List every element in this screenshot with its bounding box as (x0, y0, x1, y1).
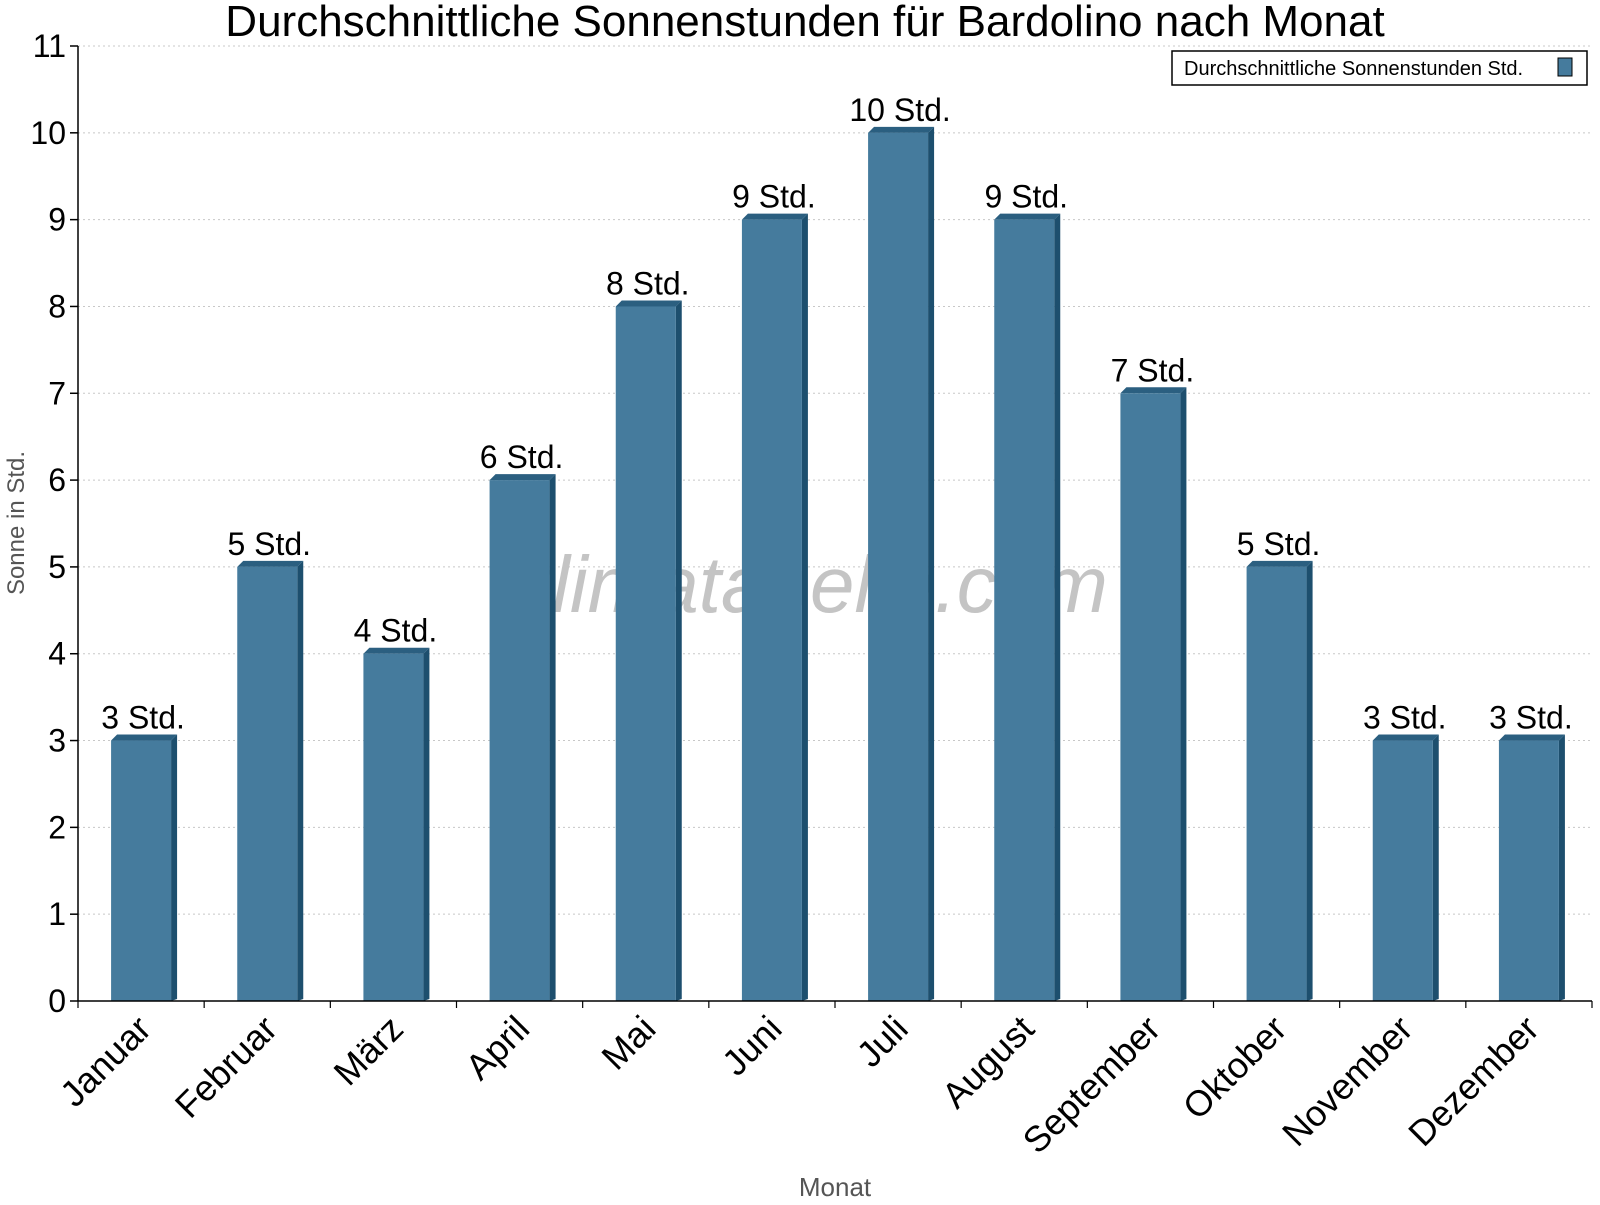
bar-top (237, 560, 304, 567)
x-tick-labels: Januar Februar März April Mai Juni Juli AugustS… (52, 1001, 1593, 1162)
bar-top (868, 126, 935, 133)
bar-dezember (1498, 734, 1565, 1001)
bar-side (1180, 387, 1187, 1002)
bar-top (1120, 387, 1187, 394)
y-axis-title: Sonne in Std. (3, 451, 30, 595)
bar (1498, 740, 1559, 1001)
y-tick-labels: 0 1 2 3 4 5 6 7 8 9 10 11 (30, 28, 78, 1019)
bar (489, 480, 550, 1001)
bar-side (423, 647, 430, 1001)
bar-september (1120, 387, 1187, 1002)
bar-side (1054, 213, 1061, 1002)
y-tick-label: 2 (48, 809, 66, 845)
bar-side (1432, 734, 1439, 1001)
y-tick-label: 10 (30, 115, 66, 151)
x-tick-label: Februar (167, 1008, 285, 1126)
bar-mai (615, 300, 682, 1001)
axes (77, 46, 1592, 1002)
bar-top (1498, 734, 1565, 741)
x-tick-label: Juli (849, 1008, 916, 1075)
bars (111, 126, 1565, 1002)
bar-top (111, 734, 178, 741)
legend: Durchschnittliche Sonnenstunden Std. (1171, 50, 1588, 86)
bar (741, 219, 802, 1002)
legend-swatch (1557, 57, 1573, 77)
data-label: 9 Std. (984, 179, 1068, 215)
x-tick-label: Oktober (1175, 1008, 1295, 1128)
data-label: 3 Std. (101, 700, 185, 736)
data-label: 6 Std. (480, 439, 564, 475)
data-label: 3 Std. (1489, 700, 1573, 736)
bar-januar (111, 734, 178, 1001)
legend-label: Durchschnittliche Sonnenstunden Std. (1184, 58, 1523, 80)
bar-top (1246, 560, 1313, 567)
data-label: 10 Std. (849, 92, 950, 128)
bar (363, 653, 424, 1001)
bar (1246, 566, 1307, 1001)
data-label: 5 Std. (227, 526, 311, 562)
x-tick-label: November (1274, 1008, 1420, 1154)
y-tick-label: 7 (48, 375, 66, 411)
x-tick-label: März (326, 1008, 412, 1094)
bar-oktober (1246, 560, 1313, 1001)
x-tick-label: September (1015, 1008, 1169, 1162)
bar (868, 132, 929, 1001)
bar-side (801, 213, 808, 1002)
y-tick-label: 5 (48, 549, 66, 585)
legend-box (1171, 50, 1588, 86)
x-tick-label: April (457, 1008, 537, 1088)
bar-april (489, 474, 556, 1001)
bar-august (994, 213, 1061, 1002)
data-label: 7 Std. (1111, 352, 1195, 388)
bar-juli (868, 126, 935, 1002)
x-axis-title: Monat (799, 1172, 872, 1200)
x-tick-label: Juni (714, 1008, 790, 1084)
bar-side (1558, 734, 1565, 1001)
y-tick-label: 11 (33, 28, 66, 64)
bar-märz (363, 647, 430, 1001)
chart-title: Durchschnittliche Sonnenstunden für Bard… (225, 0, 1384, 46)
y-tick-label: 9 (48, 202, 66, 238)
bar-side (928, 126, 935, 1002)
x-tick-label: Dezember (1400, 1008, 1546, 1154)
bar-juni (741, 213, 808, 1002)
data-label: 3 Std. (1363, 700, 1447, 736)
bar-side (675, 300, 682, 1001)
bar-top (363, 647, 430, 654)
bar (111, 740, 172, 1001)
bar (237, 566, 298, 1001)
bar (1372, 740, 1433, 1001)
bar (1120, 393, 1181, 1002)
y-tick-label: 8 (48, 288, 66, 324)
bar-side (1306, 560, 1313, 1001)
bar (615, 306, 676, 1001)
y-tick-label: 1 (48, 896, 66, 932)
x-tick-label: Januar (52, 1008, 159, 1115)
bar-top (994, 213, 1061, 220)
y-tick-label: 4 (48, 636, 66, 672)
bar (994, 219, 1055, 1002)
x-tick-label: Mai (593, 1008, 663, 1078)
x-tick-label: August (934, 1008, 1042, 1116)
y-tick-label: 0 (48, 983, 66, 1019)
bar-top (1372, 734, 1439, 741)
y-tick-label: 6 (48, 462, 66, 498)
bar-top (741, 213, 808, 220)
bar-februar (237, 560, 304, 1001)
bar-november (1372, 734, 1439, 1001)
bar-side (171, 734, 178, 1001)
data-label: 5 Std. (1237, 526, 1321, 562)
bar-side (297, 560, 304, 1001)
bar-top (615, 300, 682, 307)
data-labels: 3 Std. 5 Std. 4 Std. 6 Std. 8 Std. 9 Std. 10 S… (101, 92, 1572, 736)
data-label: 9 Std. (732, 179, 816, 215)
data-label: 4 Std. (354, 613, 438, 649)
y-tick-label: 3 (48, 723, 66, 759)
bar-top (489, 474, 556, 481)
bar-side (549, 474, 556, 1001)
gridlines (78, 45, 1592, 915)
data-label: 8 Std. (606, 265, 690, 301)
